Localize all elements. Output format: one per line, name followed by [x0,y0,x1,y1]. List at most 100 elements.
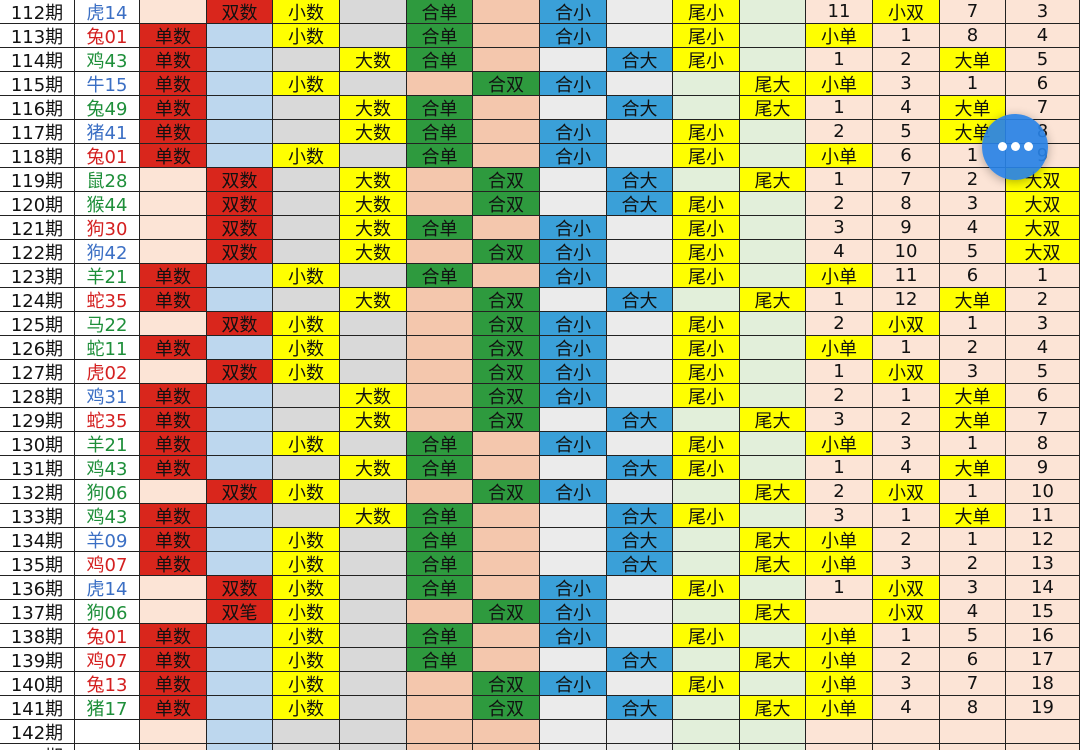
cell [407,696,473,720]
cell [473,120,540,144]
cell: 合单 [407,576,473,600]
cell: 3 [806,216,873,240]
animal-number: 虎02 [75,360,140,384]
animal-number: 猪41 [75,120,140,144]
cell: 单数 [140,672,207,696]
cell [473,432,540,456]
animal-number: 兔01 [75,624,140,648]
cell: 尾小 [673,432,740,456]
cell: 8 [940,24,1006,48]
cell [407,384,473,408]
cell [740,24,806,48]
cell: 合小 [540,600,607,624]
cell: 合单 [407,552,473,576]
animal-number: 鸡07 [75,552,140,576]
animal-number: 兔49 [75,96,140,120]
cell [607,360,673,384]
cell: 单数 [140,504,207,528]
cell: 大数 [340,288,407,312]
cell: 小数 [273,672,340,696]
cell: 合大 [607,504,673,528]
cell: 合小 [540,576,607,600]
cell [673,288,740,312]
cell [140,360,207,384]
cell [540,168,607,192]
cell [607,432,673,456]
cell: 合小 [540,144,607,168]
period: 115期 [0,72,75,96]
cell: 大数 [340,504,407,528]
cell [273,240,340,264]
cell [740,336,806,360]
cell [273,216,340,240]
cell [473,264,540,288]
cell: 合双 [473,336,540,360]
animal-number: 羊21 [75,432,140,456]
cell [740,720,806,744]
cell [340,672,407,696]
cell: 双笔 [207,600,273,624]
cell: 单数 [140,264,207,288]
cell [607,312,673,336]
cell: 单数 [140,624,207,648]
cell [540,696,607,720]
cell: 大数 [340,96,407,120]
cell [673,600,740,624]
cell: 6 [873,144,940,168]
cell: 小数 [273,24,340,48]
cell: 合单 [407,0,473,24]
animal-number: 鸡43 [75,504,140,528]
cell: 双数 [207,192,273,216]
cell: 双数 [207,360,273,384]
cell [407,168,473,192]
cell [607,672,673,696]
cell: 合小 [540,336,607,360]
cell: 大数 [340,48,407,72]
cell: 单数 [140,120,207,144]
cell [340,648,407,672]
cell: 合大 [607,552,673,576]
cell: 小数 [273,600,340,624]
cell: 合单 [407,24,473,48]
cell: 尾小 [673,312,740,336]
cell: 19 [1006,696,1080,720]
cell [607,264,673,288]
cell [207,744,273,750]
cell [673,528,740,552]
cell [740,576,806,600]
cell: 2 [806,192,873,216]
cell: 小双 [873,0,940,24]
cell [207,528,273,552]
cell [207,504,273,528]
cell: 3 [873,72,940,96]
cell [607,144,673,168]
cell: 3 [873,432,940,456]
cell: 合小 [540,384,607,408]
cell: 合双 [473,240,540,264]
chat-button[interactable] [982,114,1048,180]
period: 133期 [0,504,75,528]
cell: 合大 [607,168,673,192]
period: 141期 [0,696,75,720]
period: 139期 [0,648,75,672]
cell: 1 [873,624,940,648]
cell [473,744,540,750]
cell: 尾小 [673,624,740,648]
animal-number: 兔13 [75,672,140,696]
cell [340,144,407,168]
cell: 小数 [273,480,340,504]
period: 128期 [0,384,75,408]
cell: 合双 [473,600,540,624]
cell [740,432,806,456]
cell: 16 [1006,624,1080,648]
cell [473,720,540,744]
cell [407,72,473,96]
cell: 合单 [407,456,473,480]
cell [273,192,340,216]
cell: 小单 [806,264,873,288]
cell [673,552,740,576]
cell [273,96,340,120]
animal-number: 兔01 [75,24,140,48]
cell [273,456,340,480]
period: 123期 [0,264,75,288]
